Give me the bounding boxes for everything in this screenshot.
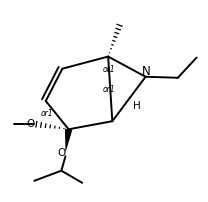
Text: H: H (133, 101, 141, 111)
Text: methoxy: methoxy (25, 111, 46, 116)
Polygon shape (65, 129, 72, 153)
Text: O: O (58, 148, 66, 158)
Text: or1: or1 (41, 109, 53, 118)
Text: O: O (27, 119, 35, 129)
Text: or1: or1 (103, 65, 116, 74)
Text: N: N (142, 65, 151, 78)
Text: or1: or1 (103, 85, 116, 94)
